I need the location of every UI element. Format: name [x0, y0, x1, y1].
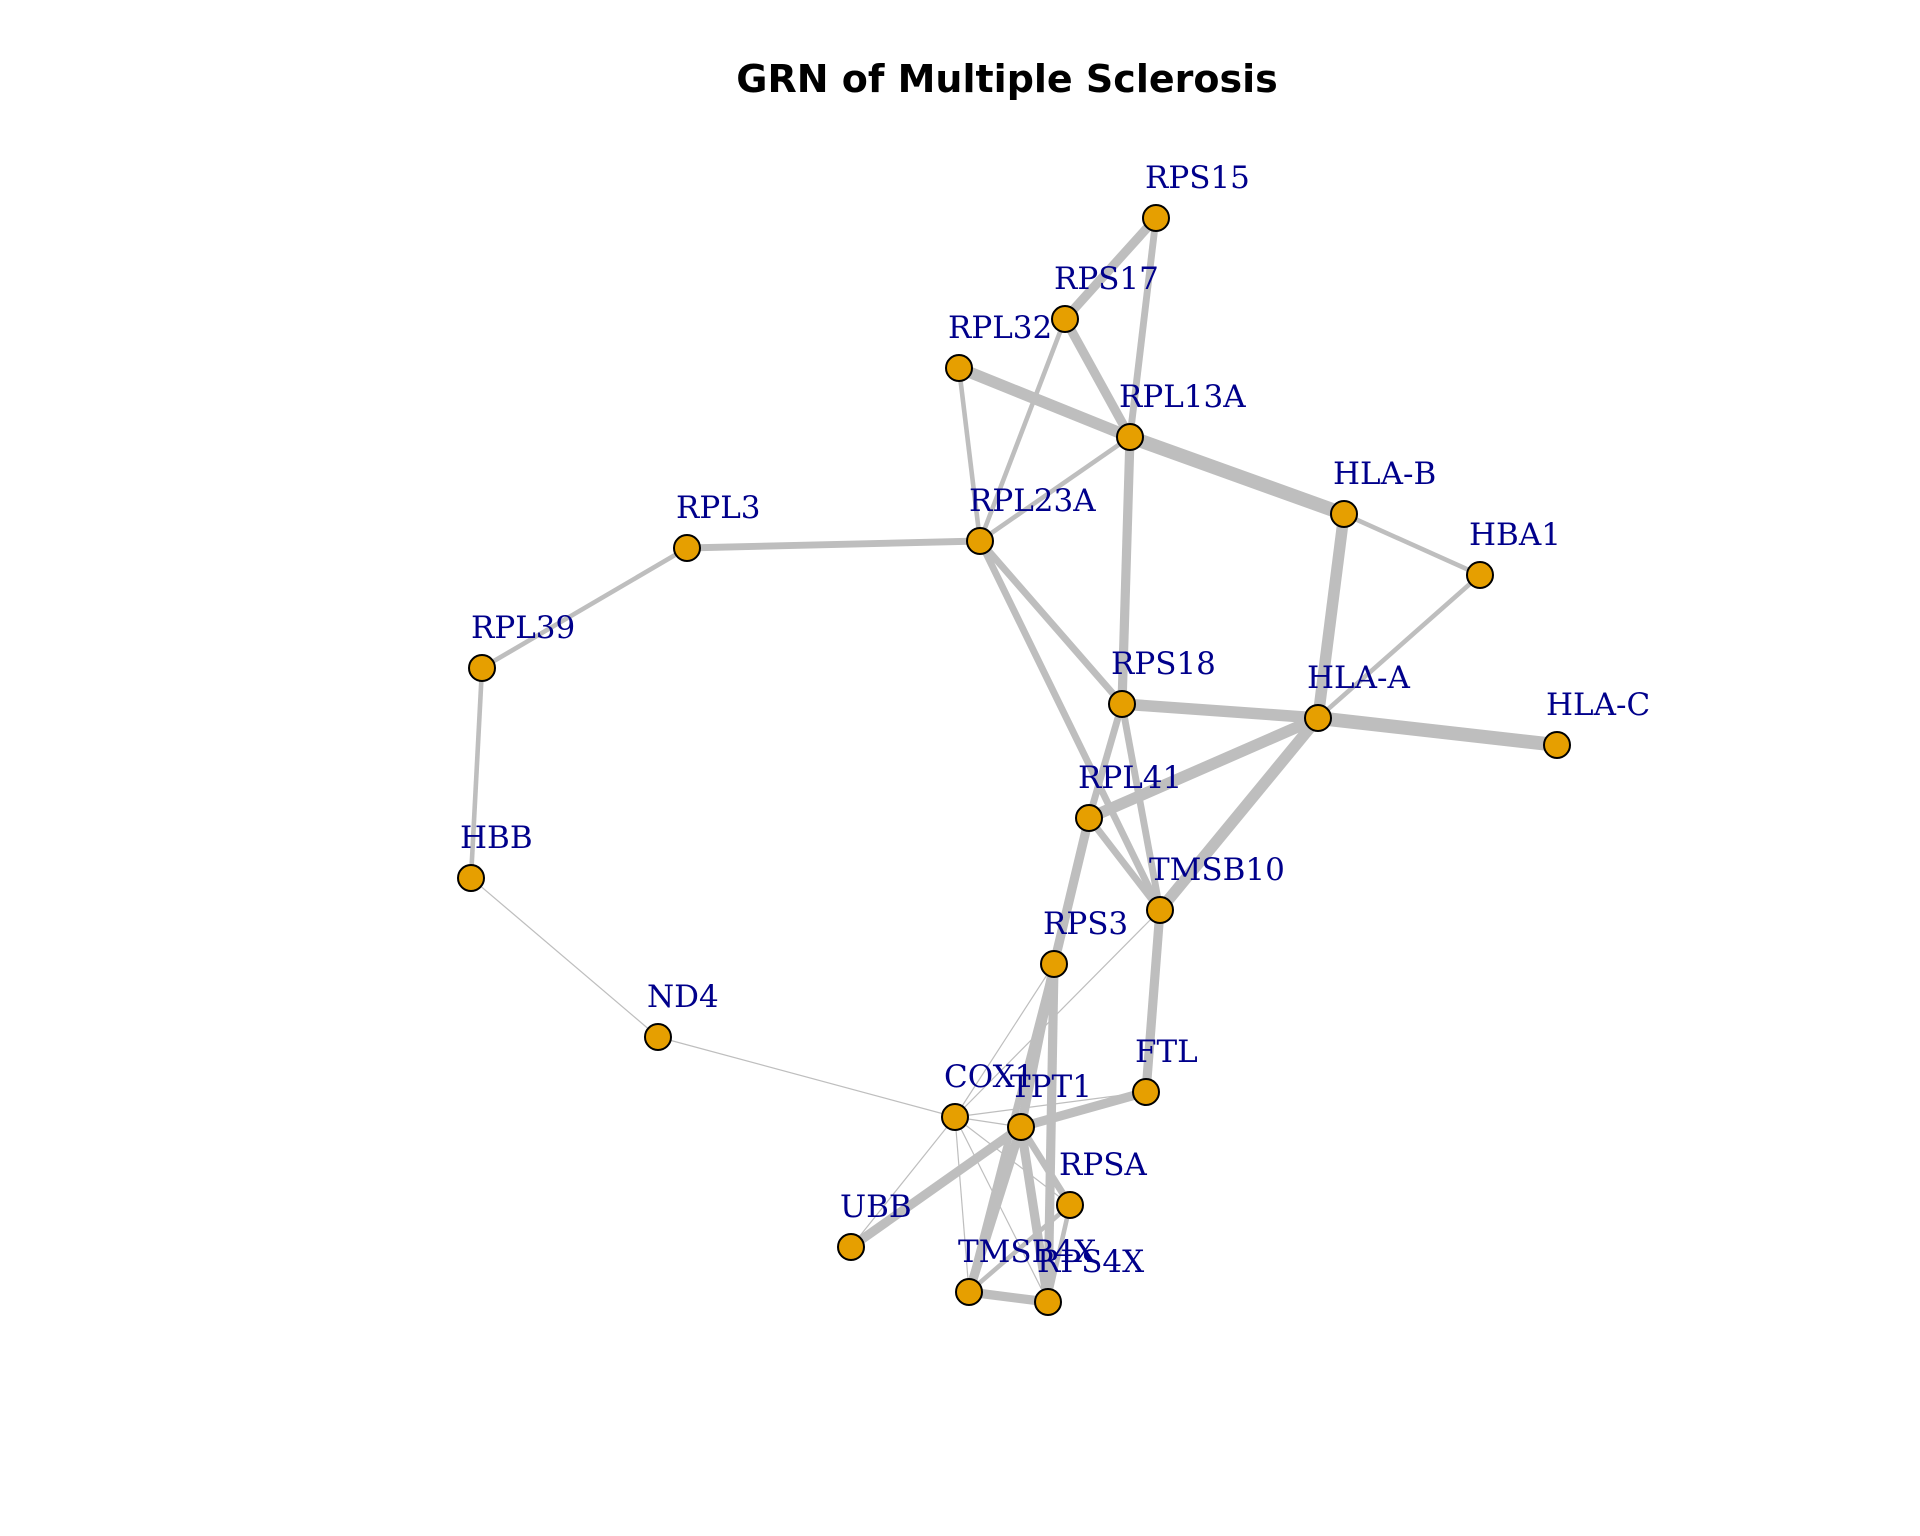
node-nd4	[644, 1023, 672, 1051]
node-hla-a	[1304, 704, 1332, 732]
edge-rps18-hla-a	[1121, 698, 1319, 724]
node-label-rps15: RPS15	[1145, 160, 1250, 196]
node-label-hbb: HBB	[460, 820, 533, 856]
node-rpl23a	[966, 527, 994, 555]
edge-tpt1-ubb	[848, 1123, 1024, 1251]
edge-rps3-rps4x	[1043, 963, 1059, 1303]
node-hla-b	[1330, 500, 1358, 528]
edge-layer	[468, 214, 1558, 1307]
edge-tpt1-tmsb4x	[964, 1125, 1026, 1294]
node-label-nd4: ND4	[647, 979, 719, 1015]
node-ubb	[837, 1233, 865, 1261]
edge-rps3-cox1	[954, 963, 1055, 1118]
edge-rpl13a-rps18	[1117, 436, 1135, 705]
node-hla-c	[1543, 731, 1571, 759]
node-label-rps3: RPS3	[1043, 906, 1128, 942]
edge-rpl3-rpl39	[480, 546, 689, 670]
edge-ftl-cox1	[954, 1091, 1147, 1118]
node-layer	[457, 204, 1571, 1316]
edge-rps4x-rpsa	[1045, 1204, 1073, 1303]
edge-tmsb4x-rpsa	[967, 1203, 1072, 1294]
edge-hla-a-rpl41	[1086, 712, 1321, 824]
node-label-rps18: RPS18	[1111, 646, 1216, 682]
edge-tpt1-rpsa	[1018, 1125, 1073, 1207]
diagram-title: GRN of Multiple Sclerosis	[736, 57, 1277, 101]
node-tpt1	[1007, 1113, 1035, 1141]
edge-rps15-rps17	[1061, 214, 1160, 323]
node-label-hla-a: HLA-A	[1307, 660, 1410, 696]
node-label-hla-c: HLA-C	[1546, 687, 1650, 723]
edge-rpl32-rpl23a	[956, 367, 983, 542]
node-rpl13a	[1116, 423, 1144, 451]
edge-hla-b-hba1	[1343, 511, 1481, 578]
edge-rps18-tmsb10	[1118, 703, 1164, 911]
node-label-rpl3: RPL3	[676, 490, 761, 526]
node-tmsb4x	[955, 1278, 983, 1306]
node-rps3	[1040, 950, 1068, 978]
edge-rps17-rpl23a	[977, 318, 1068, 542]
edge-hla-a-hla-c	[1317, 711, 1558, 752]
edge-cox1-rps4x	[954, 1116, 1049, 1303]
edge-ftl-tpt1	[1019, 1087, 1148, 1132]
node-label-hla-b: HLA-B	[1333, 456, 1436, 492]
node-cox1	[941, 1103, 969, 1131]
node-label-cox1: COX1	[944, 1059, 1034, 1095]
edge-cox1-ubb	[850, 1116, 956, 1248]
edge-rps17-rpl13a	[1060, 316, 1135, 440]
node-label-rpl41: RPL41	[1078, 760, 1182, 796]
node-label-ubb: UBB	[840, 1189, 912, 1225]
node-rpl3	[673, 534, 701, 562]
node-label-rps17: RPS17	[1054, 261, 1159, 297]
edge-rpl23a-rps18	[977, 538, 1125, 707]
node-label-rpl23a: RPL23A	[969, 483, 1096, 519]
node-label-tmsb10: TMSB10	[1149, 852, 1285, 888]
node-rps17	[1051, 305, 1079, 333]
node-label-rpsa: RPSA	[1059, 1147, 1147, 1183]
node-rpl39	[468, 654, 496, 682]
edge-rpl39-hbb	[468, 667, 485, 879]
node-rpl32	[945, 354, 973, 382]
edge-rps15-rpl13a	[1126, 217, 1160, 438]
node-label-rpl39: RPL39	[471, 610, 575, 646]
node-ftl	[1132, 1078, 1160, 1106]
edge-hba1-hla-a	[1316, 573, 1482, 720]
edge-rps18-rpl41	[1085, 703, 1126, 819]
edge-rpl13a-hla-b	[1127, 430, 1347, 521]
node-rps15	[1142, 204, 1170, 232]
edge-rpl23a-tmsb10	[976, 539, 1164, 912]
edge-hla-a-tmsb10	[1155, 714, 1323, 914]
node-rps4x	[1034, 1288, 1062, 1316]
node-tmsb10	[1146, 896, 1174, 924]
edge-rpl3-rpl23a	[686, 537, 981, 552]
edge-rpl41-tmsb10	[1086, 815, 1163, 913]
edge-hbb-nd4	[470, 877, 659, 1038]
node-hba1	[1466, 561, 1494, 589]
node-label-tpt1: TPT1	[1010, 1069, 1092, 1105]
edge-tmsb10-ftl	[1141, 909, 1165, 1093]
node-label-rpl13a: RPL13A	[1119, 379, 1246, 415]
edge-hla-b-hla-a	[1312, 513, 1350, 719]
edge-cox1-tmsb4x	[954, 1116, 970, 1293]
edge-nd4-cox1	[657, 1036, 956, 1118]
node-rpsa	[1056, 1191, 1084, 1219]
edge-tpt1-rps4x	[1016, 1126, 1053, 1303]
node-label-rps4x: RPS4X	[1037, 1244, 1144, 1280]
edge-rpl41-rps3	[1049, 816, 1094, 966]
edge-rpl32-rpl13a	[956, 362, 1133, 443]
node-label-rpl32: RPL32	[948, 310, 1052, 346]
node-label-ftl: FTL	[1135, 1034, 1198, 1070]
node-rpl41	[1075, 804, 1103, 832]
node-label-hba1: HBA1	[1469, 517, 1561, 553]
edge-rpl13a-rpl23a	[978, 435, 1132, 543]
node-label-tmsb4x: TMSB4X	[958, 1234, 1096, 1270]
node-hbb	[457, 864, 485, 892]
node-rps18	[1108, 690, 1136, 718]
